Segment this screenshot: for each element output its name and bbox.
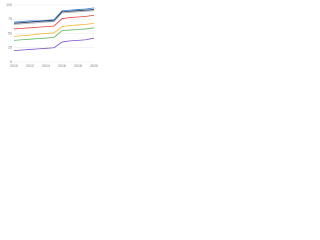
y-tick-label: 50: [8, 31, 12, 35]
y-tick-label: 100: [6, 3, 12, 7]
x-tick-label: 2010: [10, 64, 18, 68]
chart: 0 25 50 75 100 2010 2012 2014 2016 2018 2020: [6, 3, 98, 68]
series-line: [13, 27, 95, 41]
x-tick-label: 2020: [90, 64, 98, 68]
y-tick-label: 25: [8, 46, 12, 50]
x-tick-label: 2018: [74, 64, 82, 68]
series-line: [13, 7, 95, 23]
x-tick-label: 2016: [58, 64, 66, 68]
x-tick-label: 2012: [26, 64, 34, 68]
series-line: [13, 14, 95, 30]
series-line: [13, 37, 95, 51]
x-tick-label: 2014: [42, 64, 50, 68]
series-line: [13, 22, 95, 37]
y-tick-label: 0: [10, 60, 12, 64]
y-tick-label: 75: [8, 17, 12, 21]
series-line: [13, 10, 95, 25]
